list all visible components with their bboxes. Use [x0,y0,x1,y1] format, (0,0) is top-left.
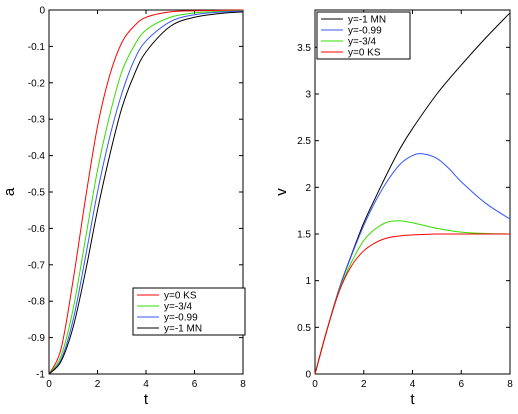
y-tick-label: 0 [305,370,311,381]
series-line-y-0-ks [48,9,244,375]
legend: y=-1 MNy=-0.99y=-3/4y=0 KS [316,11,411,60]
series-line-y-3-4 [48,10,244,375]
legend-label: y=-1 MN [348,15,386,26]
y-tick-label: 1.5 [297,230,311,241]
y-tick-label: -0.6 [28,224,46,235]
legend-label: y=-3/4 [164,302,193,313]
x-tick-label: 6 [458,379,464,390]
series-line-y-0-99 [48,10,244,375]
x-tick-label: 4 [410,379,416,390]
x-tick-label: 0 [312,379,318,390]
x-tick-label: 8 [240,379,246,390]
y-tick-label: 1 [305,276,311,287]
y-tick-label: -0.8 [28,297,46,308]
y-tick-label: 0.5 [297,323,311,334]
y-tick-label: 2 [305,183,311,194]
legend-label: y=-1 MN [164,324,202,335]
y-tick-label: 0 [39,6,45,17]
x-tick-label: 2 [95,379,101,390]
y-tick-label: -0.7 [28,260,46,271]
series-line-y-1-mn [48,11,244,375]
chart-panel-1: 0 2 4 6 8 -1 -0.9 -0.8 -0.7 -0.6 -0.5 -0.4 -0.3 -0.2 -… [1,6,246,409]
legend-label: y=-0.99 [164,313,198,324]
legend-box [132,287,246,336]
x-axis-label: t [410,391,415,408]
y-tick-label: -0.2 [28,78,46,89]
y-tick-label: 3 [305,90,311,101]
legend-label: y=-3/4 [348,37,377,48]
legend-box [316,11,411,60]
chart-panel-2: 0 2 4 6 8 0 0.5 1 1.5 2 2.5 3 3.5 t v y=-1 MNy=-0.99y=-… [273,9,513,408]
x-tick-label: 0 [46,379,52,390]
x-tick-label: 2 [361,379,367,390]
legend-label: y=-0.99 [348,26,382,37]
legend-label: y=0 KS [348,48,381,59]
x-tick-label: 4 [143,379,149,390]
legend: y=0 KSy=-3/4y=-0.99y=-1 MN [132,287,246,336]
y-tick-label: 2.5 [297,136,311,147]
x-tick-label: 8 [507,379,513,390]
y-axis-label: v [273,188,290,196]
y-tick-label: -0.1 [28,42,46,53]
x-axis-label: t [144,391,149,408]
y-tick-label: -0.3 [28,115,46,126]
legend-label: y=0 KS [164,291,197,302]
series-line-y-0-ks [314,233,510,375]
y-tick-label: -1 [36,370,45,381]
y-tick-label: -0.9 [28,333,46,344]
y-axis-label: a [1,187,18,196]
y-tick-label: -0.4 [28,151,46,162]
y-tick-label: -0.5 [28,188,46,199]
y-tick-label: 3.5 [297,43,311,54]
plot-area [314,9,511,375]
series-line-y-0-99 [314,153,511,375]
x-tick-label: 6 [192,379,198,390]
